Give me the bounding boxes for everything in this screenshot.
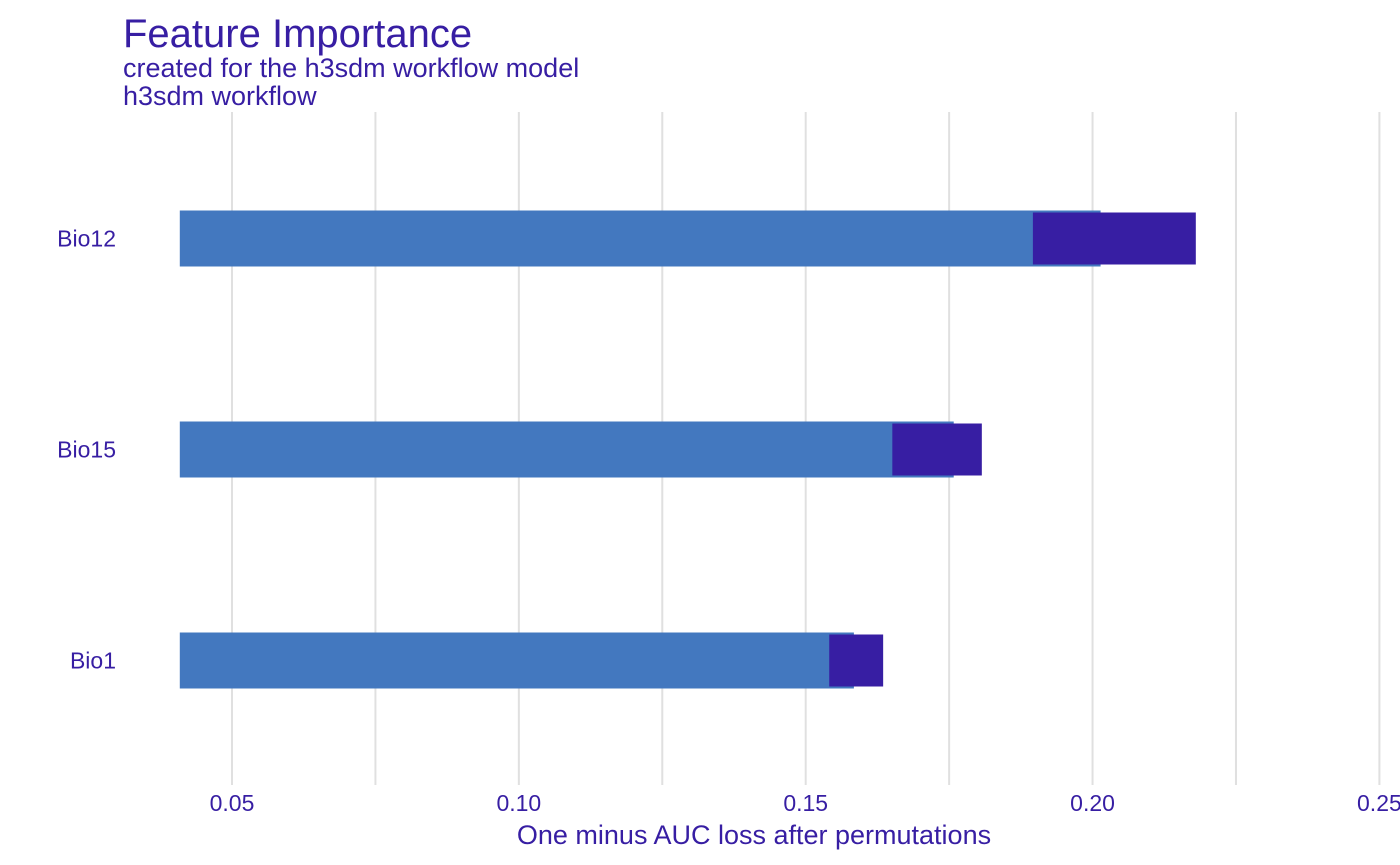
x-tick-label: 0.15 bbox=[783, 790, 828, 816]
x-tick-label: 0.25 bbox=[1357, 790, 1400, 816]
importance-bar bbox=[179, 210, 1101, 267]
permutation-interval-bar bbox=[1032, 212, 1196, 265]
permutation-interval-bar bbox=[829, 634, 884, 687]
y-category-label: Bio1 bbox=[70, 648, 116, 674]
chart-subtitle-line-2: h3sdm workflow bbox=[123, 81, 317, 111]
chart-title: Feature Importance bbox=[123, 12, 473, 56]
permutation-interval-bar bbox=[892, 423, 982, 476]
x-tick-label: 0.20 bbox=[1070, 790, 1115, 816]
y-category-label: Bio12 bbox=[57, 226, 116, 252]
chart-subtitle-line-1: created for the h3sdm workflow model bbox=[123, 53, 580, 83]
x-tick-label: 0.05 bbox=[210, 790, 255, 816]
importance-bar bbox=[179, 632, 854, 689]
y-category-label: Bio15 bbox=[57, 437, 116, 463]
x-tick-label: 0.10 bbox=[496, 790, 541, 816]
x-axis-label: One minus AUC loss after permutations bbox=[517, 820, 991, 850]
importance-bar bbox=[179, 421, 954, 478]
